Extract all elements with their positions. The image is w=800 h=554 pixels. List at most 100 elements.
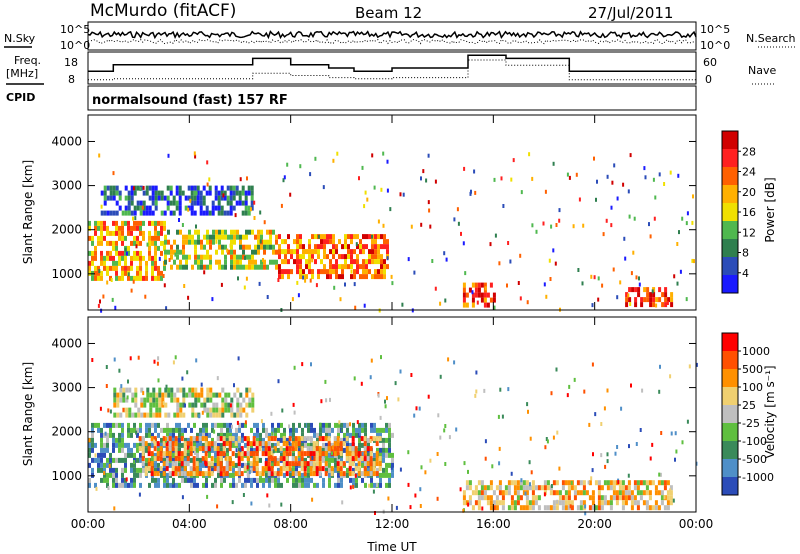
heatmap-cell	[564, 500, 568, 506]
heatmap-cell	[167, 387, 171, 393]
heatmap-cell	[116, 392, 120, 398]
heatmap-cell	[498, 500, 502, 506]
heatmap-cell	[290, 254, 293, 260]
heatmap-cell	[302, 249, 305, 255]
heatmap-cell	[211, 437, 214, 443]
heatmap-cell	[612, 480, 616, 486]
heatmap-cell	[525, 480, 529, 486]
heatmap-cell	[188, 229, 191, 235]
heatmap-cell	[205, 477, 208, 483]
heatmap-cell	[663, 480, 667, 486]
nave-tick-low: 0	[705, 73, 712, 86]
heatmap-cell	[354, 451, 358, 457]
heatmap-cell	[288, 461, 292, 467]
heatmap-cell	[148, 432, 151, 438]
heatmap-cell	[194, 239, 197, 245]
heatmap-cell	[445, 257, 448, 262]
heatmap-cell	[242, 493, 245, 497]
heatmap-cell	[160, 275, 163, 281]
heatmap-cell	[100, 230, 103, 236]
heatmap-cell	[499, 387, 502, 392]
heatmap-cell	[174, 355, 177, 360]
heatmap-cell	[637, 292, 641, 298]
colorbar-swatch	[722, 369, 738, 387]
heatmap-cell	[537, 495, 541, 501]
heatmap-cell	[278, 249, 281, 255]
heatmap-cell	[164, 259, 167, 265]
heatmap-cell	[243, 466, 247, 472]
heatmap-cell	[383, 264, 386, 270]
heatmap-cell	[606, 500, 610, 506]
heatmap-cell	[263, 220, 266, 225]
heatmap-cell	[537, 505, 541, 511]
colorbar-swatch	[722, 351, 738, 369]
heatmap-cell	[214, 477, 217, 483]
heatmap-cell	[186, 461, 190, 467]
heatmap-cell	[337, 427, 340, 433]
heatmap-cell	[139, 255, 142, 261]
heatmap-cell	[163, 427, 166, 433]
heatmap-cell	[206, 494, 209, 499]
heatmap-cell	[606, 480, 610, 486]
colorbar-swatch	[722, 405, 738, 423]
heatmap-cell	[632, 250, 635, 255]
heatmap-cell	[292, 477, 295, 483]
heatmap-cell	[273, 456, 277, 462]
heatmap-cell	[519, 480, 523, 486]
heatmap-cell	[529, 436, 532, 441]
heatmap-cell	[124, 235, 127, 241]
heatmap-cell	[468, 495, 472, 501]
heatmap-cell	[484, 456, 487, 461]
heatmap-cell	[305, 274, 308, 280]
heatmap-cell	[391, 462, 394, 468]
heatmap-cell	[582, 480, 586, 486]
heatmap-cell	[579, 500, 583, 506]
heatmap-cell	[204, 471, 208, 477]
heatmap-cell	[115, 442, 118, 448]
heatmap-cell	[352, 427, 355, 433]
heatmap-cell	[255, 446, 259, 452]
heatmap-cell	[465, 292, 469, 298]
heatmap-cell	[256, 482, 259, 488]
heatmap-cell	[223, 195, 227, 201]
heatmap-cell	[115, 230, 118, 236]
heatmap-cell	[220, 190, 224, 196]
heatmap-cell	[236, 254, 239, 260]
heatmap-cell	[112, 265, 115, 271]
heatmap-cell	[116, 397, 120, 403]
heatmap-cell	[181, 376, 184, 381]
heatmap-cell	[155, 402, 159, 408]
heatmap-cell	[205, 432, 208, 438]
heatmap-cell	[639, 495, 643, 501]
velocity-x-ticks: 00:00 04:00 08:00 12:00 16:00 20:00 00:00	[71, 317, 713, 531]
colorbar-tick-label: 24	[742, 166, 756, 179]
heatmap-cell	[374, 249, 377, 255]
heatmap-cell	[531, 176, 534, 181]
heatmap-cell	[366, 456, 370, 462]
heatmap-cell	[534, 495, 538, 501]
heatmap-cell	[385, 437, 388, 443]
heatmap-cell	[390, 274, 393, 279]
heatmap-cell	[238, 200, 242, 206]
heatmap-cell	[327, 441, 331, 447]
heatmap-cell	[203, 254, 206, 260]
heatmap-cell	[139, 422, 142, 428]
heatmap-cell	[231, 461, 235, 467]
heatmap-cell	[606, 485, 610, 491]
heatmap-cell	[339, 461, 343, 467]
heatmap-cell	[222, 472, 225, 477]
heatmap-cell	[247, 477, 250, 483]
heatmap-cell	[113, 402, 117, 408]
heatmap-cell	[266, 493, 269, 498]
heatmap-cell	[337, 422, 340, 428]
heatmap-cell	[208, 177, 211, 182]
heatmap-cell	[631, 287, 635, 293]
heatmap-cell	[242, 249, 245, 255]
heatmap-cell	[540, 485, 544, 491]
heatmap-cell	[301, 432, 304, 438]
heatmap-cell	[301, 477, 304, 483]
heatmap-cell	[289, 472, 292, 478]
heatmap-cell	[379, 477, 382, 483]
heatmap-cell	[205, 210, 209, 216]
heatmap-cell	[222, 451, 226, 457]
